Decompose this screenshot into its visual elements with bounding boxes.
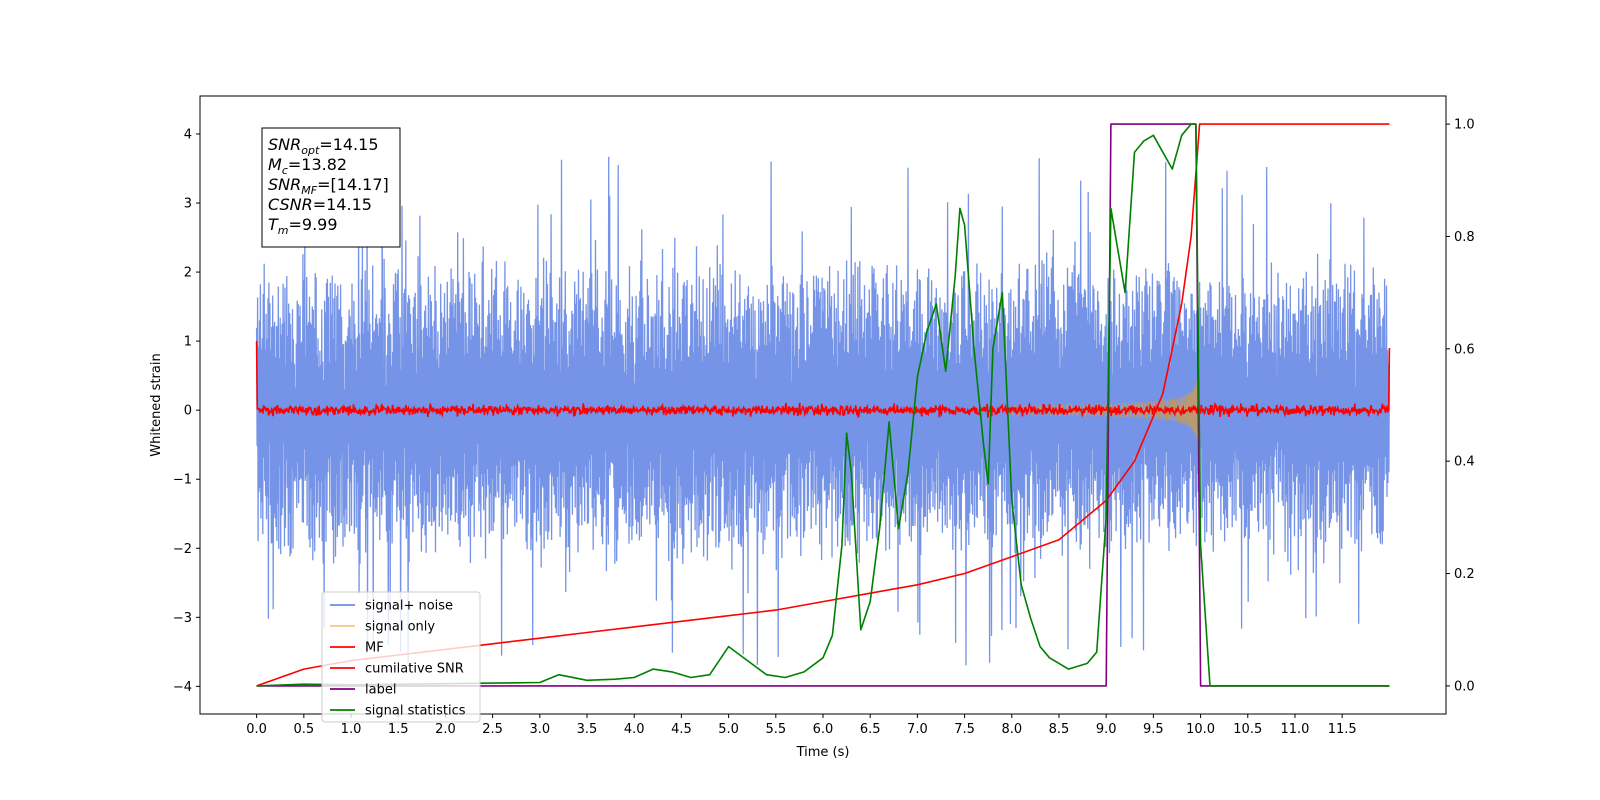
stats-annotation-box: SNRopt=14.15Mc=13.82SNRMF=[14.17]CSNR=14… <box>261 127 401 248</box>
x-tick-label: 7.5 <box>954 722 975 737</box>
annotation-line: CSNR=14.15 <box>268 195 372 214</box>
y-axis-right: 1.0 0.8 0.6 0.4 0.2 0.0 <box>1446 118 1475 694</box>
x-tick-label: 7.0 <box>907 722 928 737</box>
x-tick-label: 1.0 <box>341 722 362 737</box>
x-tick-label: 0.5 <box>293 722 314 737</box>
y-tick-label: 3 <box>184 197 192 212</box>
legend-label-signal-noise: signal+ noise <box>365 599 453 614</box>
annotation-line: SNRMF=[14.17] <box>268 175 389 197</box>
series-signal-noise <box>255 156 1391 666</box>
legend-label-signal-only: signal only <box>365 620 435 635</box>
x-tick-label: 0.0 <box>246 722 267 737</box>
y2-tick-label: 0.4 <box>1454 455 1475 470</box>
x-tick-label: 9.5 <box>1143 722 1164 737</box>
legend-label-cumilative-snr: cumilative SNR <box>365 662 464 677</box>
series-mf <box>255 341 1391 418</box>
x-tick-label: 11.0 <box>1280 722 1309 737</box>
y-tick-label: 2 <box>184 266 192 281</box>
annotation-line: SNRopt=14.15 <box>268 135 379 157</box>
x-tick-label: 8.5 <box>1049 722 1070 737</box>
y-axis-label: Whitened strain <box>149 353 164 456</box>
y2-tick-label: 0.2 <box>1454 567 1475 582</box>
x-tick-label: 6.5 <box>860 722 881 737</box>
y-tick-label: −2 <box>173 542 192 557</box>
y2-tick-label: 0.0 <box>1454 679 1475 694</box>
x-tick-label: 9.0 <box>1096 722 1117 737</box>
x-axis-label: Time (s) <box>796 745 850 760</box>
y-tick-label: 0 <box>184 404 192 419</box>
annotation-frame <box>261 127 401 248</box>
x-tick-label: 5.5 <box>765 722 786 737</box>
x-tick-label: 4.5 <box>671 722 692 737</box>
y-tick-label: 1 <box>184 335 192 350</box>
annotation-line: Tm=9.99 <box>268 215 338 237</box>
x-tick-label: 11.5 <box>1328 722 1357 737</box>
x-tick-label: 1.5 <box>388 722 409 737</box>
x-tick-label: 6.0 <box>813 722 834 737</box>
legend: signal+ noise signal only MF cumilative SNR… <box>321 591 481 723</box>
y-tick-label: −3 <box>173 611 192 626</box>
y-axis-left: 4 3 2 1 0 −1 −2 −3 −4 <box>173 127 200 695</box>
y-tick-label: 4 <box>184 127 192 142</box>
y-tick-label: −1 <box>173 473 192 488</box>
legend-label-mf: MF <box>365 641 384 656</box>
legend-frame <box>321 591 481 723</box>
x-tick-label: 8.0 <box>1001 722 1022 737</box>
x-axis: 0.0 0.5 1.0 1.5 2.0 2.5 3.0 3.5 4.0 4.5 5.0 5.5 6.0 6… <box>246 714 1357 737</box>
x-tick-label: 4.0 <box>624 722 645 737</box>
x-tick-label: 3.5 <box>577 722 598 737</box>
x-tick-label: 5.0 <box>718 722 739 737</box>
legend-label-label: label <box>365 683 396 698</box>
y2-tick-label: 0.6 <box>1454 342 1475 357</box>
legend-label-signal-statistics: signal statistics <box>365 704 466 719</box>
x-tick-label: 2.5 <box>482 722 503 737</box>
y2-tick-label: 1.0 <box>1454 118 1475 133</box>
x-tick-label: 10.5 <box>1233 722 1262 737</box>
y-tick-label: −4 <box>173 680 192 695</box>
x-tick-label: 2.0 <box>435 722 456 737</box>
annotation-line: Mc=13.82 <box>268 155 347 177</box>
x-tick-label: 3.0 <box>529 722 550 737</box>
y2-tick-label: 0.8 <box>1454 230 1475 245</box>
series-signal-statistics <box>256 123 1390 687</box>
x-tick-label: 10.0 <box>1186 722 1215 737</box>
